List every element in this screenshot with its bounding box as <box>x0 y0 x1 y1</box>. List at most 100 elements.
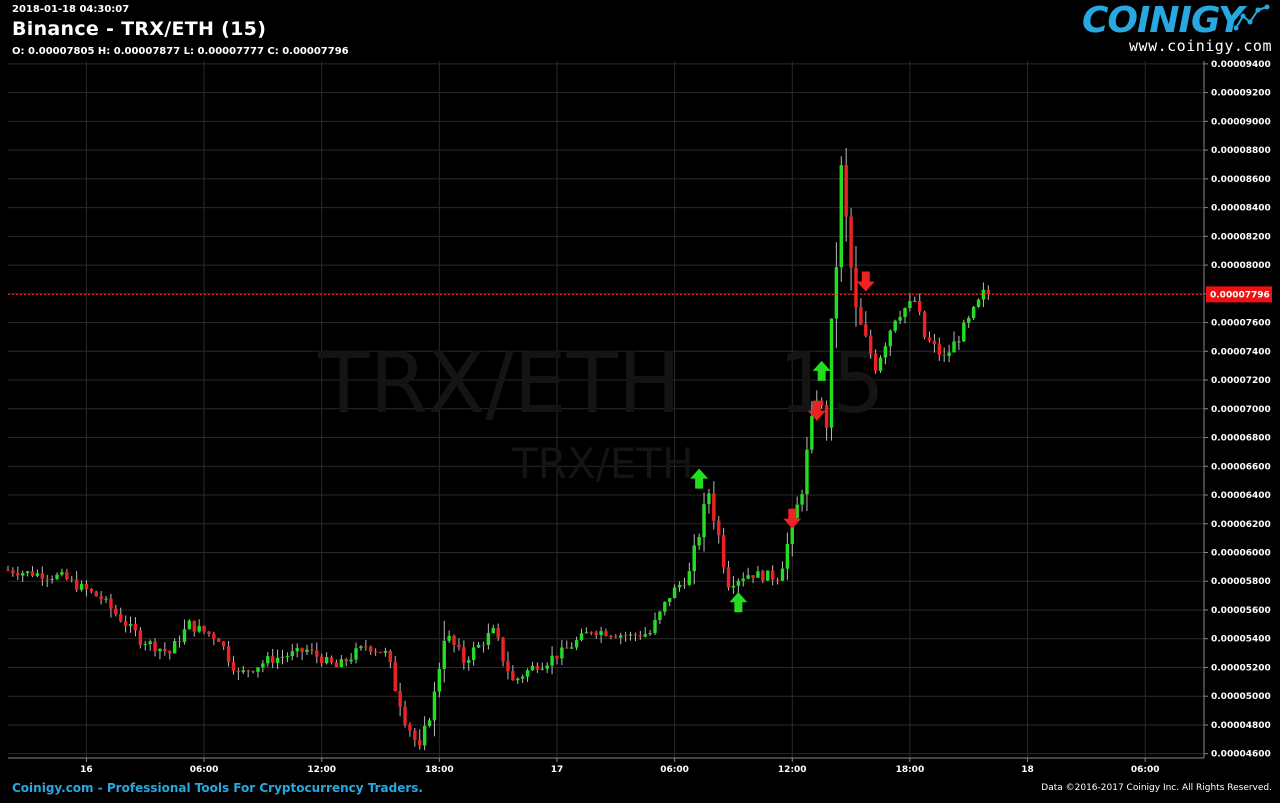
candle-up <box>913 300 917 302</box>
candle-up <box>20 573 25 576</box>
y-tick-label: 0.00008800 <box>1211 146 1271 156</box>
candle-up <box>55 574 59 579</box>
candle-up <box>197 625 201 632</box>
candle-down <box>535 665 540 670</box>
watermark-pair-small: TRX/ETH <box>511 439 694 488</box>
candle-up <box>295 648 299 652</box>
candle-down <box>11 570 15 574</box>
current-price-label: 0.00007796 <box>1206 286 1272 303</box>
sell-signal-arrow-icon <box>856 271 875 292</box>
candle-down <box>168 651 172 654</box>
candle-down <box>717 520 721 536</box>
candle-up <box>545 665 549 669</box>
candle-down <box>344 659 348 662</box>
y-tick-label: 0.00008600 <box>1211 175 1271 185</box>
candle-down <box>604 631 608 637</box>
candle-up <box>285 656 290 658</box>
x-tick-label: 12:00 <box>778 765 807 775</box>
candle-up <box>888 330 893 347</box>
candle-down <box>119 614 123 622</box>
candle-up <box>618 635 623 638</box>
logo-chart-icon <box>1234 4 1270 31</box>
candle-up <box>805 449 809 495</box>
candle-down <box>89 589 94 592</box>
candle-up <box>359 646 363 649</box>
candle-down <box>202 625 206 632</box>
candle-down <box>45 578 49 580</box>
candle-up <box>687 571 692 585</box>
candle-up <box>324 657 329 664</box>
timestamp: 2018-01-18 04:30:07 <box>12 4 130 15</box>
buy-signal-arrow-icon <box>690 468 709 489</box>
candle-down <box>123 621 128 626</box>
candle-up <box>290 651 295 657</box>
candle-down <box>138 630 143 645</box>
candle-down <box>413 730 417 740</box>
x-tick-label: 17 <box>551 765 564 775</box>
candle-down <box>770 570 775 580</box>
candle-down <box>589 632 594 634</box>
candle-up <box>486 633 491 645</box>
x-tick-label: 16 <box>80 765 93 775</box>
candle-up <box>785 544 790 569</box>
candle-down <box>496 628 500 638</box>
candle-up <box>530 665 535 671</box>
coinigy-logo[interactable]: COINIGY www.coinigy.com <box>1082 0 1272 58</box>
y-tick-label: 0.00004600 <box>1211 750 1271 760</box>
candle-up <box>275 657 280 663</box>
candle-up <box>584 632 589 634</box>
candle-up <box>741 578 745 581</box>
candle-up <box>349 659 353 662</box>
candle-up <box>829 318 834 428</box>
candle-down <box>408 724 412 731</box>
candle-up <box>834 267 839 319</box>
candle-up <box>79 583 84 590</box>
candle-down <box>623 635 628 637</box>
y-tick-label: 0.00007400 <box>1211 347 1271 357</box>
candle-down <box>481 644 486 646</box>
candle-up <box>427 720 432 726</box>
candle-up <box>422 725 427 746</box>
candle-up <box>471 647 476 661</box>
candle-down <box>84 583 89 590</box>
y-tick-label: 0.00009200 <box>1211 89 1271 99</box>
candle-up <box>707 493 711 505</box>
candle-up <box>731 585 736 588</box>
candle-down <box>212 634 216 639</box>
y-tick-label: 0.00005400 <box>1211 635 1271 645</box>
candle-up <box>560 647 564 659</box>
candle-down <box>114 608 118 615</box>
chart-title: Binance - TRX/ETH (15) <box>12 18 267 40</box>
candle-down <box>217 638 221 642</box>
candle-down <box>310 649 314 651</box>
candle-up <box>810 415 814 450</box>
candle-down <box>65 572 69 580</box>
candle-up <box>158 648 162 652</box>
candle-up <box>643 634 647 637</box>
candle-up <box>663 601 667 612</box>
candle-down <box>133 623 138 631</box>
candle-down <box>153 641 157 652</box>
candle-down <box>70 579 74 581</box>
candle-down <box>246 670 250 672</box>
candle-down <box>226 646 231 663</box>
x-tick-label: 06:00 <box>660 765 689 775</box>
candle-down <box>849 216 853 268</box>
candle-up <box>668 598 672 602</box>
sell-signal-arrow-icon <box>783 508 802 529</box>
y-tick-label: 0.00007000 <box>1211 405 1271 415</box>
y-tick-label: 0.00005200 <box>1211 663 1271 673</box>
chart-grid <box>8 61 1204 758</box>
candle-down <box>192 620 196 632</box>
candle-down <box>824 405 829 428</box>
candle-up <box>579 633 584 641</box>
candle-up <box>780 568 785 581</box>
candle-up <box>128 623 133 626</box>
candle-down <box>819 400 824 406</box>
candle-down <box>868 335 873 354</box>
candle-up <box>677 584 682 588</box>
candle-up <box>756 571 760 578</box>
logo-wordmark: COINIGY <box>1082 0 1244 41</box>
footer-tagline[interactable]: Coinigy.com - Professional Tools For Cry… <box>12 781 423 795</box>
